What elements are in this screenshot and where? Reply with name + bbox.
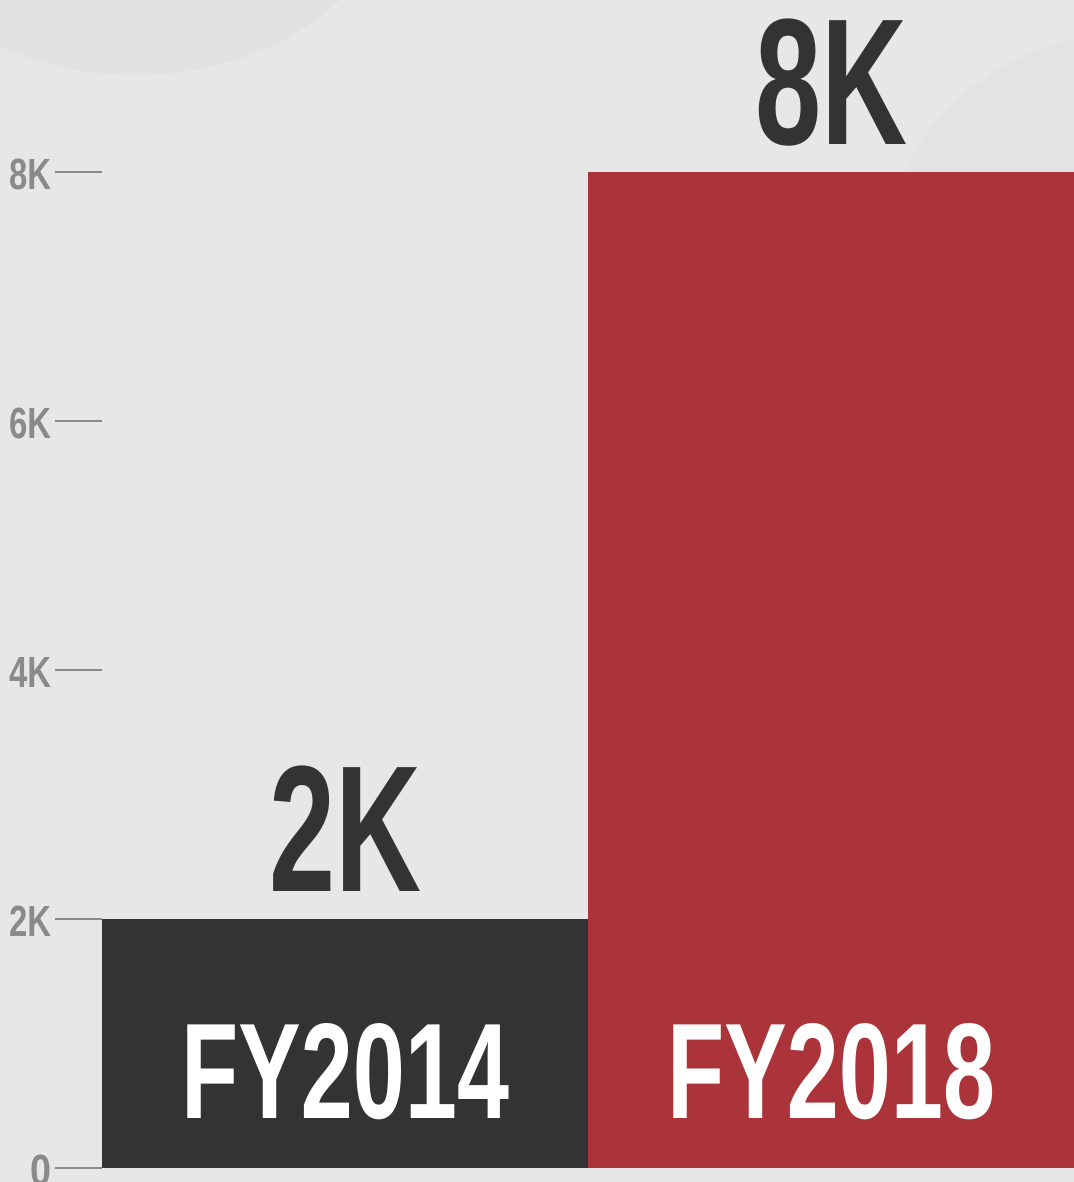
y-tick-label: 4K [9, 648, 51, 697]
decor-circle [0, 0, 340, 75]
category-label: FY2014 [181, 995, 509, 1147]
bar [588, 172, 1074, 1168]
value-label: 8K [755, 0, 907, 183]
value-label: 2K [269, 729, 421, 930]
y-tick-label: 8K [9, 150, 51, 199]
y-tick-label: 2K [9, 897, 51, 946]
bar [102, 919, 588, 1168]
y-tick-label: 6K [9, 399, 51, 448]
category-label: FY2018 [667, 995, 995, 1147]
y-tick-label: 0 [30, 1146, 51, 1182]
